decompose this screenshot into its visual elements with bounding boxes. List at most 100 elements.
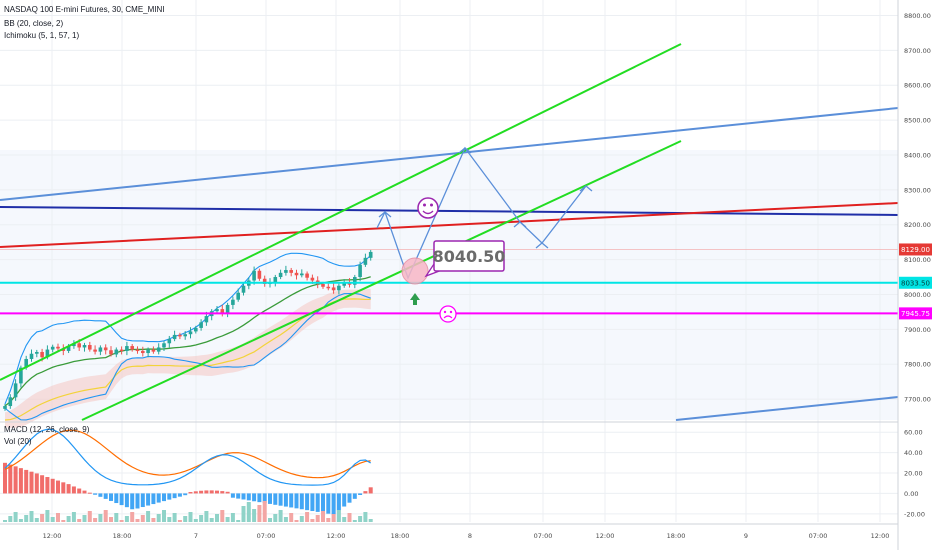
time-tick-label: 9: [744, 532, 748, 540]
candle-body[interactable]: [114, 349, 119, 355]
price-tag[interactable]: 8033.50: [899, 276, 932, 289]
candle-body[interactable]: [194, 327, 198, 332]
candle-body[interactable]: [294, 272, 299, 276]
candle-body[interactable]: [363, 257, 368, 265]
macd-legend[interactable]: MACD (12, 26, close, 9): [4, 425, 90, 434]
candle-body[interactable]: [119, 349, 124, 352]
candle-body[interactable]: [188, 331, 193, 335]
candle-body[interactable]: [236, 292, 240, 300]
candle-body[interactable]: [130, 346, 134, 350]
trendline-blue-lower[interactable]: [675, 396, 899, 421]
channel-upper-line[interactable]: [0, 43, 682, 381]
volume-bar: [310, 519, 315, 522]
candle-body[interactable]: [162, 343, 166, 348]
candle-body[interactable]: [215, 309, 219, 312]
candle-body[interactable]: [310, 277, 315, 281]
candle-body[interactable]: [98, 347, 103, 352]
candle-body[interactable]: [358, 264, 362, 278]
candle-body[interactable]: [278, 272, 283, 278]
volume-legend[interactable]: Vol (20): [4, 437, 32, 446]
candle-body[interactable]: [289, 270, 293, 273]
candle-body[interactable]: [40, 351, 44, 358]
macd-histogram-bar: [151, 493, 156, 505]
candle-body[interactable]: [225, 304, 230, 314]
candle-body[interactable]: [156, 347, 161, 352]
candle-body[interactable]: [326, 286, 331, 289]
candle-body[interactable]: [141, 350, 145, 354]
macd-histogram-bar: [66, 484, 71, 494]
candle-body[interactable]: [172, 334, 177, 340]
candle-body[interactable]: [337, 285, 341, 291]
candle-body[interactable]: [331, 287, 336, 291]
candle-body[interactable]: [321, 283, 325, 287]
candle-body[interactable]: [45, 349, 50, 358]
resistance-line-navy[interactable]: [0, 206, 899, 216]
candle-body[interactable]: [93, 349, 97, 352]
macd-histogram-bar: [230, 493, 235, 498]
candle-body[interactable]: [56, 346, 60, 349]
candle-body[interactable]: [178, 334, 182, 337]
candle-body[interactable]: [231, 299, 235, 305]
candle-body[interactable]: [167, 339, 172, 344]
candle-body[interactable]: [368, 251, 373, 258]
candle-body[interactable]: [252, 270, 256, 281]
projection-arrowhead: [535, 242, 549, 249]
trendline-red[interactable]: [0, 202, 899, 248]
candle-body[interactable]: [342, 282, 346, 286]
macd-histogram-bar: [336, 493, 341, 511]
trendline-blue-upper[interactable]: [0, 107, 899, 201]
volume-bar: [114, 513, 119, 522]
candle-body[interactable]: [262, 278, 267, 284]
candle-body[interactable]: [19, 367, 23, 384]
candle-body[interactable]: [199, 322, 203, 328]
candle-body[interactable]: [8, 397, 13, 407]
candle-body[interactable]: [24, 358, 28, 368]
volume-bar: [278, 510, 283, 522]
candle-body[interactable]: [151, 349, 156, 352]
candle-body[interactable]: [300, 273, 304, 276]
candle-body[interactable]: [109, 350, 113, 355]
macd-histogram-bar: [220, 491, 225, 494]
price-callout-box[interactable]: [433, 240, 505, 272]
candle-body[interactable]: [13, 383, 18, 398]
volume-bar: [135, 519, 140, 522]
candle-body[interactable]: [220, 309, 225, 314]
candle-body[interactable]: [35, 351, 39, 354]
price-tag[interactable]: 8129.00: [899, 243, 932, 256]
ichimoku-legend[interactable]: Ichimoku (5, 1, 57, 1): [4, 31, 80, 40]
volume-bar: [93, 518, 98, 522]
volume-bar: [230, 513, 235, 522]
price-tick-label: 7700.00: [904, 396, 931, 404]
macd-histogram-bar: [114, 493, 119, 504]
candle-body[interactable]: [88, 345, 92, 350]
candle-body[interactable]: [284, 270, 288, 273]
candle-body[interactable]: [77, 343, 81, 348]
candle-body[interactable]: [146, 349, 150, 354]
candle-body[interactable]: [3, 406, 7, 409]
channel-lower-line[interactable]: [81, 140, 682, 421]
candle-body[interactable]: [257, 270, 262, 279]
entry-zone-circle[interactable]: [401, 257, 429, 285]
candle-body[interactable]: [66, 346, 71, 351]
candle-body[interactable]: [125, 346, 129, 351]
candle-body[interactable]: [241, 285, 246, 293]
bb-legend[interactable]: BB (20, close, 2): [4, 19, 64, 28]
candle-body[interactable]: [353, 277, 357, 285]
candle-body[interactable]: [183, 334, 187, 337]
volume-bar: [56, 513, 60, 522]
candle-body[interactable]: [204, 316, 209, 323]
candle-body[interactable]: [82, 345, 87, 348]
candle-body[interactable]: [273, 277, 278, 283]
candle-body[interactable]: [50, 346, 55, 350]
candle-body[interactable]: [103, 347, 108, 351]
candle-body[interactable]: [305, 273, 309, 278]
price-tag[interactable]: 7945.75: [899, 307, 932, 320]
volume-bar: [352, 520, 357, 522]
candle-body[interactable]: [72, 343, 76, 347]
symbol-legend[interactable]: NASDAQ 100 E-mini Futures, 30, CME_MINI: [4, 5, 165, 14]
candle-body[interactable]: [135, 349, 140, 352]
candle-body[interactable]: [29, 353, 34, 359]
macd-histogram-bar: [8, 464, 13, 494]
